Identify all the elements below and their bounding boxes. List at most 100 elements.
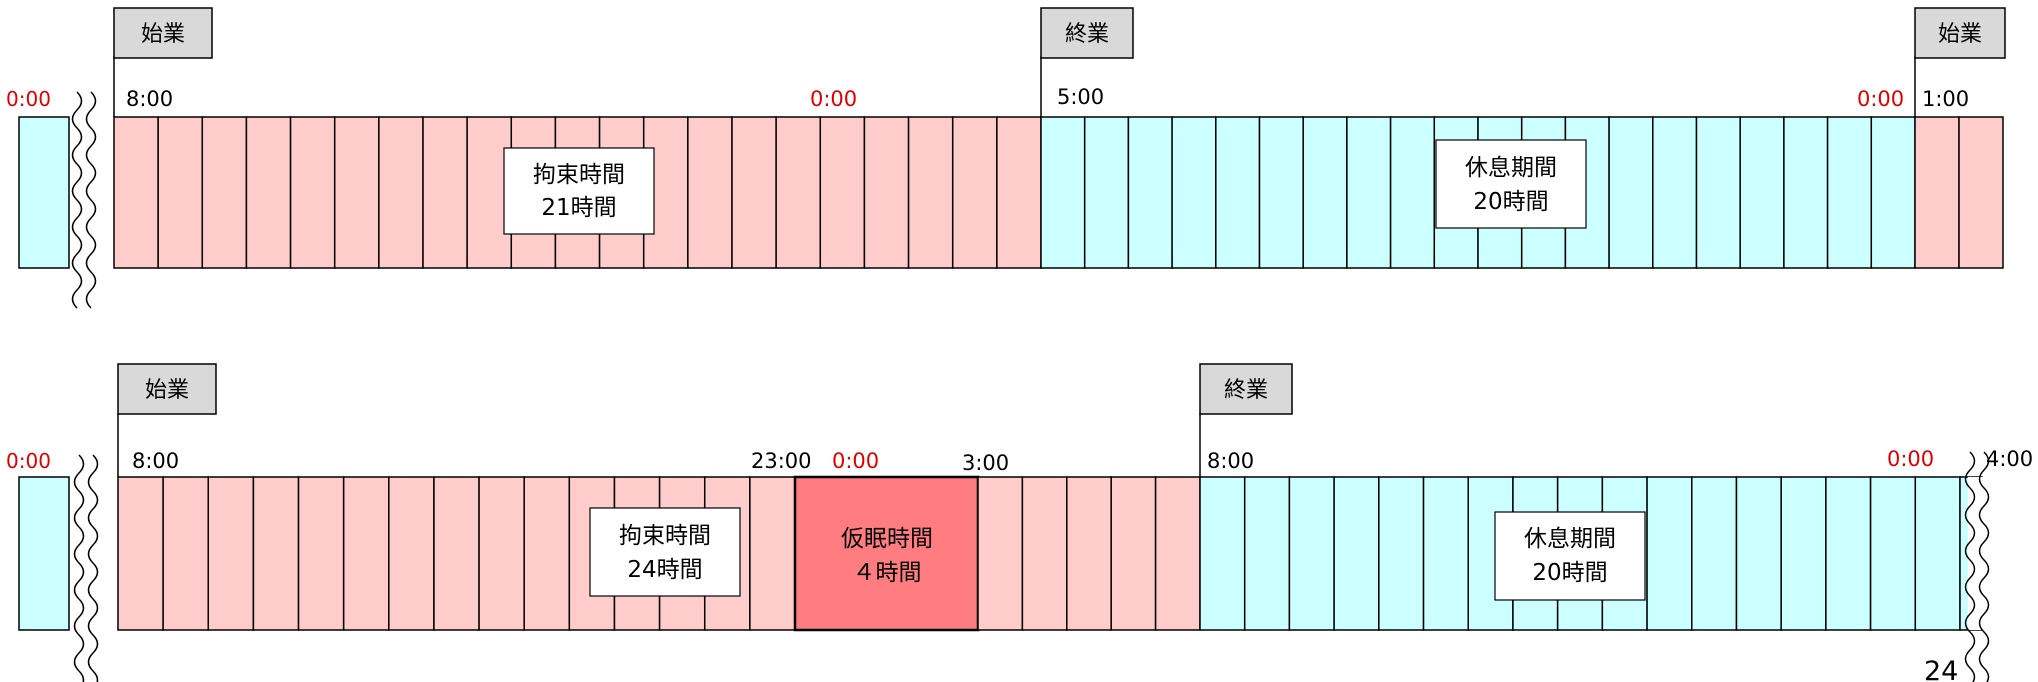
break-marks [71, 91, 1990, 682]
row1-binding-cell [201, 116, 248, 269]
row1-next-cell [1958, 116, 2004, 269]
row2-rest-cell [1869, 476, 1917, 631]
row2-binding-cell [1021, 476, 1068, 631]
row2-flag-end: 終業 [1199, 363, 1293, 477]
row1-rest-cell [1215, 116, 1261, 269]
row2-rest-cell [1243, 476, 1291, 631]
row2-binding-cell [1110, 476, 1157, 631]
row2-binding-title: 拘束時間 [619, 523, 711, 549]
break-gap [1968, 477, 1990, 630]
row1-flag-next-start: 始業 [1914, 7, 2006, 117]
row1-binding-cell [951, 116, 998, 269]
flag-label-next-start: 始業 [1938, 22, 1982, 47]
row1-binding-cell [157, 116, 204, 269]
row1-binding-hours: 21時間 [541, 195, 616, 221]
flag-label-start: 始業 [141, 22, 185, 47]
row2-rest-title: 休息期間 [1524, 526, 1616, 552]
row1-time-midnight: 0:00 [810, 87, 857, 111]
row2-time-start: 8:00 [132, 449, 179, 473]
break-gap [76, 477, 94, 630]
row1-rest-cell [1652, 116, 1698, 269]
row1-next-cell [1914, 116, 1960, 269]
row2-binding-cell [342, 476, 390, 631]
row1-flag-start: 始業 [113, 7, 213, 117]
row2-rest-cell [1691, 476, 1738, 631]
row1-rest-cell [1083, 116, 1130, 269]
row2-binding-cell [977, 476, 1024, 631]
row1-binding-cell [113, 116, 159, 269]
row2-rest-cell [1199, 476, 1246, 631]
row1-rest-hours: 20時間 [1473, 189, 1548, 215]
row1-bars [18, 116, 2004, 269]
row1-binding-cell [996, 116, 1042, 269]
flag-label-end: 終業 [1224, 378, 1268, 403]
row2-binding-cell [117, 476, 164, 631]
row2-bars [18, 475, 1983, 632]
break-squiggle [1978, 451, 1990, 682]
row1-binding-cell [863, 116, 910, 269]
row1-rest-cell [1389, 116, 1436, 269]
row2-binding-cell [207, 476, 255, 631]
page-number: 24 [1924, 656, 1958, 682]
row2-binding-cell [297, 476, 345, 631]
row1-binding-cell [378, 116, 424, 269]
flag-label-start: 始業 [145, 378, 189, 403]
row2-binding-cell [252, 476, 300, 631]
row1-time-left-zero: 0:00 [6, 87, 51, 111]
row1-binding-cell [775, 116, 822, 269]
row1-rest-title: 休息期間 [1465, 155, 1557, 181]
row1-binding-cell [819, 116, 866, 269]
row2-time-midnight-rest: 0:00 [1887, 447, 1934, 471]
row2-time-right-end: 4:00 [1986, 447, 2033, 471]
break-gap [76, 117, 94, 268]
row2-binding-cell [162, 476, 210, 631]
row1-time-next-start: 1:00 [1922, 87, 1969, 111]
row2-time-nap-start: 23:00 [751, 449, 812, 473]
row1-label-binding: 拘束時間 21時間 [503, 147, 655, 235]
row2-nap-hours: ４時間 [853, 560, 922, 586]
row1-binding-cell [289, 116, 336, 269]
row1-binding-cell [907, 116, 954, 269]
break-squiggle [73, 454, 85, 682]
row2-rest-cell [1646, 476, 1693, 631]
row2-label-binding: 拘束時間 24時間 [589, 507, 741, 597]
break-squiggle [87, 454, 99, 682]
row1-rest-cell [1127, 116, 1173, 269]
row1-time-midnight-rest: 0:00 [1857, 87, 1904, 111]
row2-nap-block [793, 475, 980, 632]
row1-pre-cell [18, 116, 70, 269]
row2-rest-cell [1422, 476, 1469, 631]
row1-binding-cell [687, 116, 733, 269]
row2-binding-cell [433, 476, 480, 631]
row2-rest-cell [1288, 476, 1335, 631]
row1-label-rest: 休息期間 20時間 [1435, 139, 1587, 229]
row1-rest-cell [1870, 116, 1916, 269]
row2-label-rest: 休息期間 20時間 [1494, 511, 1646, 601]
row2-binding-cell [388, 476, 435, 631]
row1-rest-cell [1302, 116, 1348, 269]
row1-flag-end: 終業 [1040, 7, 1134, 117]
row1-time-start: 8:00 [126, 87, 173, 111]
row2-time-midnight: 0:00 [832, 449, 879, 473]
row1-rest-cell [1695, 116, 1741, 269]
row1-rest-cell [1258, 116, 1304, 269]
row2-rest-cell [1914, 476, 1961, 631]
row2-time-end: 8:00 [1207, 449, 1254, 473]
row1-rest-cell [1346, 116, 1392, 269]
row1-time-end: 5:00 [1057, 85, 1104, 109]
row1-rest-cell [1739, 116, 1785, 269]
row1-rest-cell [1783, 116, 1829, 269]
row2-rest-hours: 20時間 [1532, 560, 1607, 586]
row1-rest-cell [1040, 116, 1086, 269]
row2-binding-cell [1066, 476, 1112, 631]
row2-rest-cell [1735, 476, 1782, 631]
break-squiggle [1964, 451, 1976, 682]
row2-binding-cell [523, 476, 571, 631]
row1-binding-cell [731, 116, 777, 269]
row2-binding-cell [478, 476, 525, 631]
row1-rest-cell [1608, 116, 1654, 269]
row2-rest-cell [1378, 476, 1425, 631]
row2-time-left-zero: 0:00 [6, 449, 51, 473]
row2-binding-cell [749, 476, 796, 631]
row2-pre-cell [18, 476, 70, 631]
